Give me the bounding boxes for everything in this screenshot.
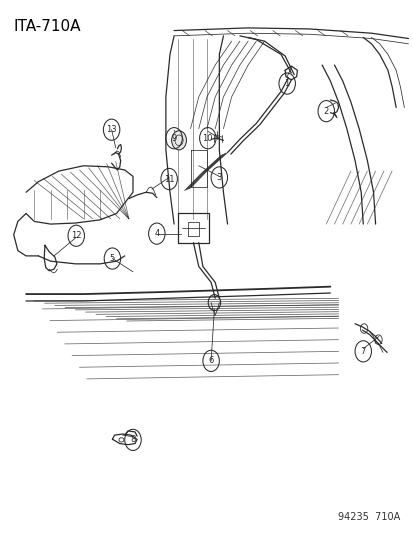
Text: 5: 5 [109, 254, 115, 263]
Text: 94235  710A: 94235 710A [337, 512, 399, 522]
Text: 2: 2 [323, 107, 328, 116]
Text: ITA-710A: ITA-710A [14, 19, 81, 35]
Text: 13: 13 [106, 125, 116, 134]
Text: 3: 3 [216, 173, 221, 182]
Text: 10: 10 [202, 134, 213, 143]
Text: 4: 4 [154, 229, 159, 238]
Text: 6: 6 [208, 357, 213, 366]
Text: 8: 8 [130, 435, 135, 445]
Text: 7: 7 [360, 347, 365, 356]
Text: 12: 12 [71, 231, 81, 240]
Text: 9: 9 [171, 134, 176, 143]
Text: 11: 11 [164, 174, 174, 183]
Circle shape [171, 131, 186, 150]
Text: 1: 1 [284, 79, 289, 88]
